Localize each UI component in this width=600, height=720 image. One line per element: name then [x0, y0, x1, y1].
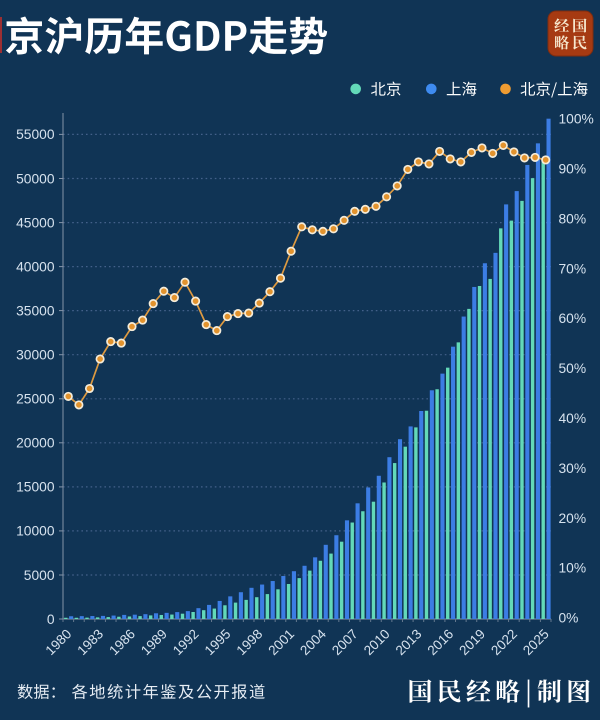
svg-text:10%: 10%: [559, 561, 587, 576]
svg-text:0: 0: [47, 612, 55, 627]
svg-text:90%: 90%: [559, 162, 587, 177]
svg-text:100%: 100%: [559, 112, 594, 127]
svg-text:50%: 50%: [559, 361, 587, 376]
svg-text:15000: 15000: [16, 480, 55, 495]
svg-text:20%: 20%: [559, 511, 587, 526]
svg-text:5000: 5000: [24, 568, 55, 583]
svg-text:30000: 30000: [16, 348, 55, 363]
svg-text:40000: 40000: [16, 259, 55, 274]
svg-text:60%: 60%: [559, 311, 587, 326]
svg-text:45000: 45000: [16, 215, 55, 230]
svg-text:50000: 50000: [16, 171, 55, 186]
svg-text:40%: 40%: [559, 411, 587, 426]
svg-text:10000: 10000: [16, 524, 55, 539]
svg-text:80%: 80%: [559, 211, 587, 226]
svg-text:70%: 70%: [559, 261, 587, 276]
svg-text:35000: 35000: [16, 303, 55, 318]
svg-text:55000: 55000: [16, 127, 55, 142]
svg-text:20000: 20000: [16, 436, 55, 451]
svg-text:25000: 25000: [16, 392, 55, 407]
svg-text:0%: 0%: [559, 611, 579, 626]
svg-text:30%: 30%: [559, 461, 587, 476]
